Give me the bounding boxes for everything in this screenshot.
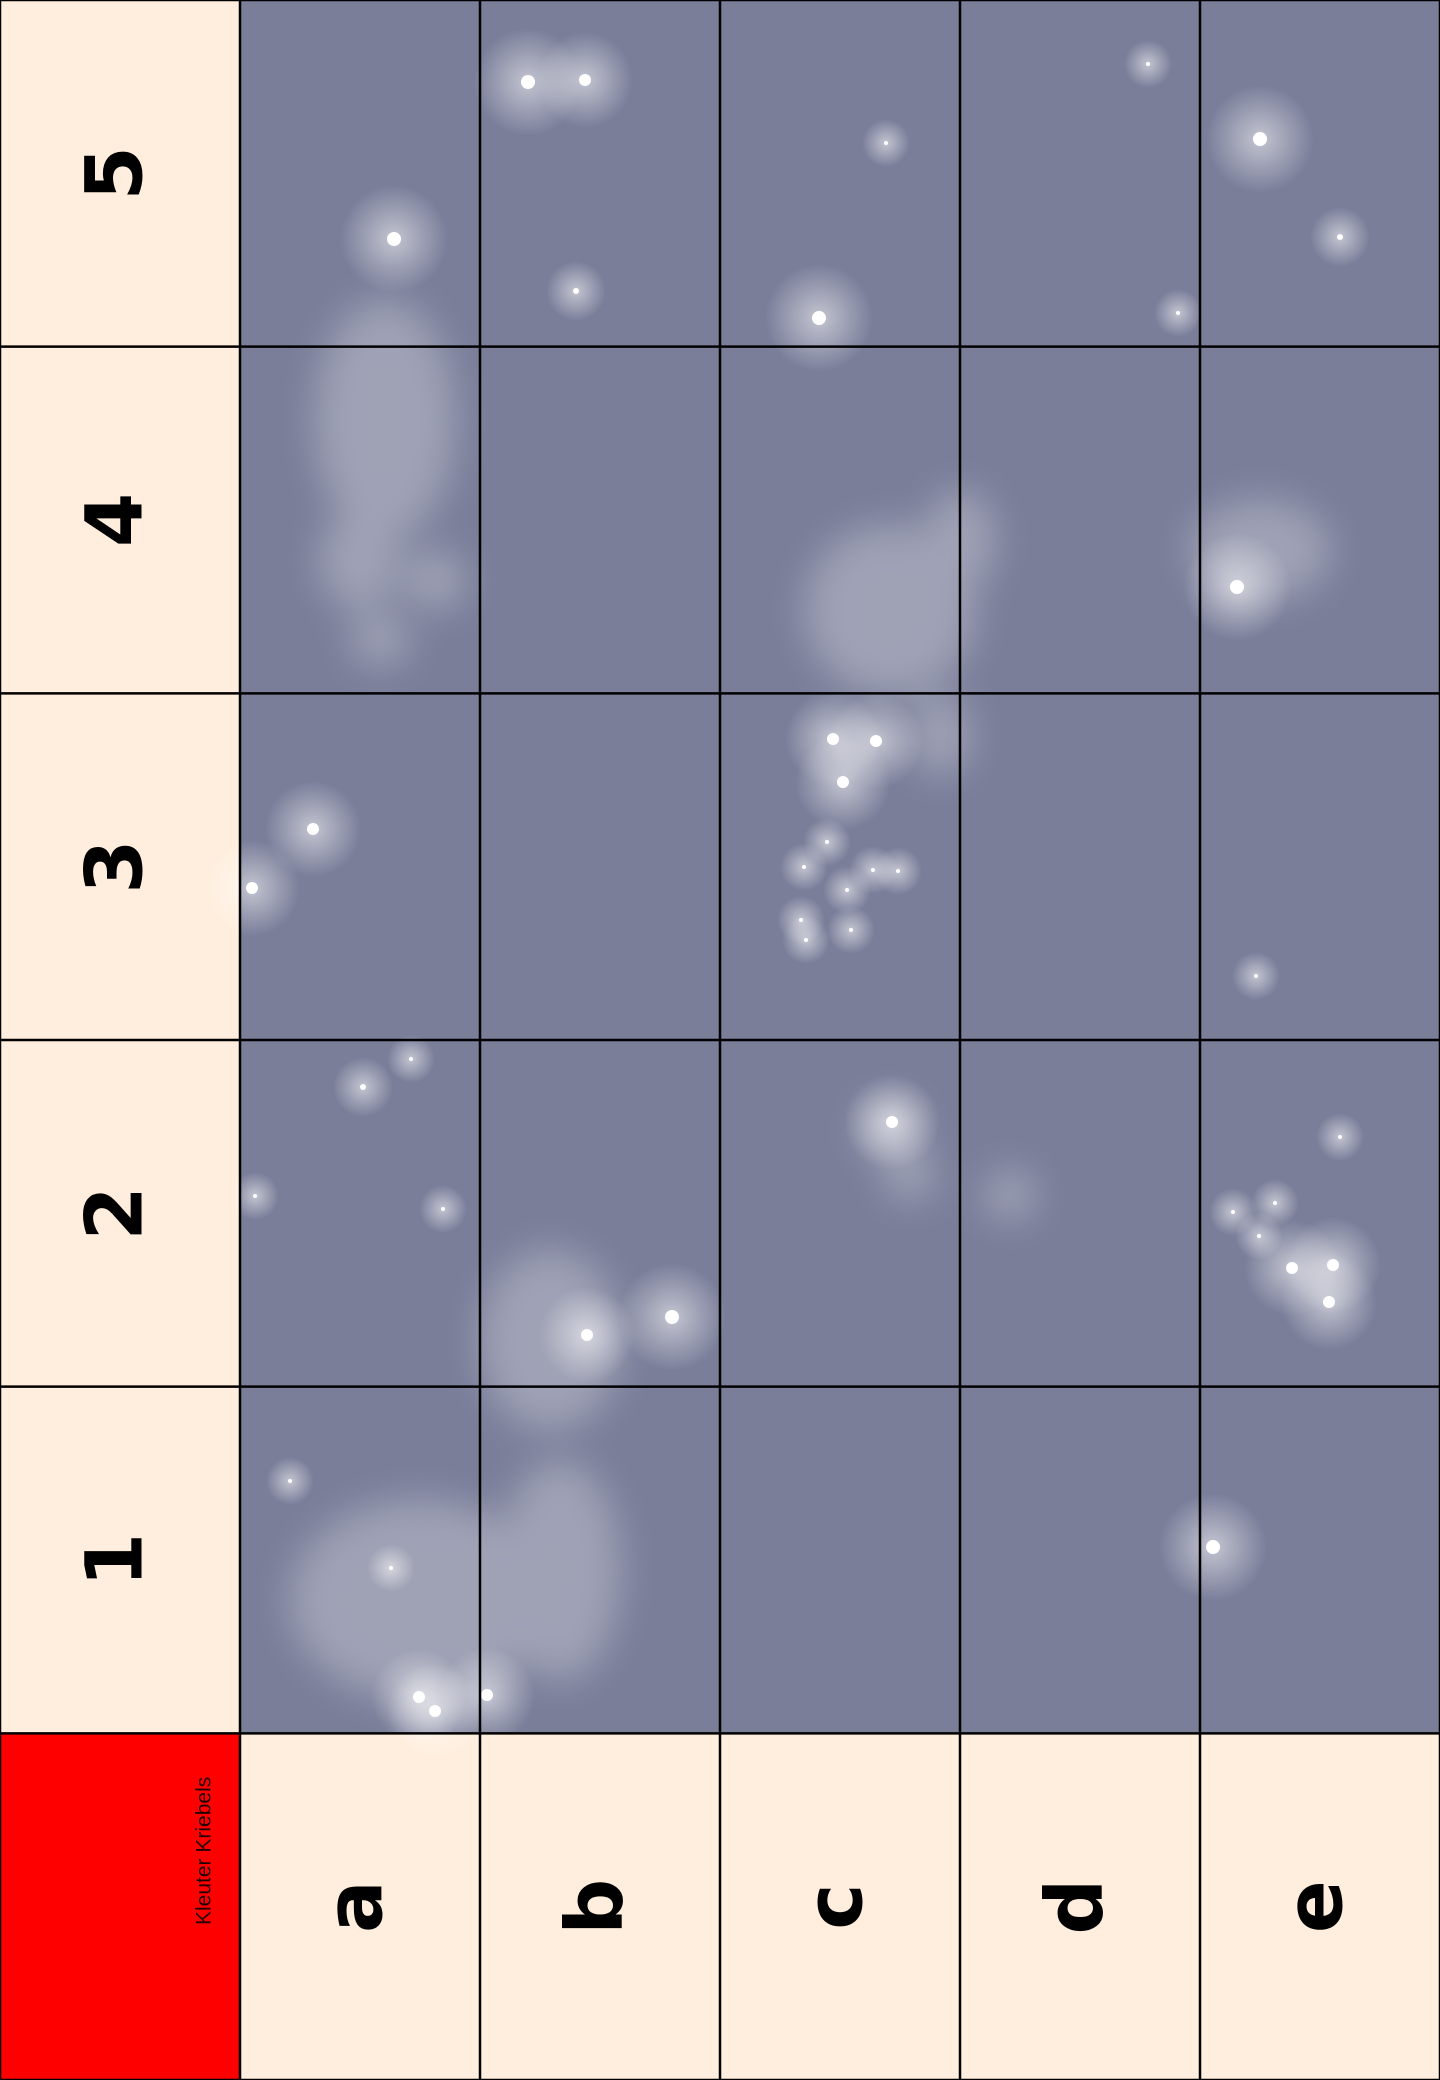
star — [246, 882, 258, 894]
star — [409, 1057, 413, 1061]
star — [253, 1194, 257, 1198]
star — [1230, 580, 1244, 594]
star — [1146, 62, 1150, 66]
star — [307, 823, 319, 835]
row-label: 2 — [70, 1186, 160, 1240]
star — [825, 840, 829, 844]
star — [1337, 234, 1343, 240]
star — [288, 1479, 292, 1483]
star — [884, 141, 888, 145]
star — [837, 776, 849, 788]
star — [896, 869, 900, 873]
row-label-column — [0, 0, 240, 1734]
star — [387, 232, 401, 246]
star — [886, 1116, 898, 1128]
column-label: a — [310, 1880, 400, 1933]
star — [1338, 1135, 1342, 1139]
column-label-row — [240, 1733, 1440, 2080]
star — [1231, 1210, 1235, 1214]
corner-cell — [0, 1733, 240, 2080]
star — [1206, 1540, 1220, 1554]
star — [521, 75, 535, 89]
star — [1176, 311, 1180, 315]
star — [804, 938, 808, 942]
star — [581, 1329, 593, 1341]
star — [360, 1084, 366, 1090]
star — [1323, 1296, 1335, 1308]
star — [849, 928, 853, 932]
star — [429, 1705, 441, 1717]
star — [389, 1566, 393, 1570]
star — [579, 74, 591, 86]
star — [802, 865, 806, 869]
star — [441, 1207, 445, 1211]
stars — [204, 28, 1381, 1759]
star — [812, 311, 826, 325]
star — [845, 888, 849, 892]
row-label: 4 — [70, 493, 160, 547]
star — [481, 1689, 493, 1701]
column-label: e — [1270, 1880, 1360, 1933]
star — [665, 1310, 679, 1324]
column-label: b — [550, 1879, 640, 1935]
column-label: d — [1030, 1879, 1120, 1935]
star — [1257, 1234, 1261, 1238]
column-label: c — [790, 1884, 880, 1930]
star — [870, 735, 882, 747]
corner-label: Kleuter Kriebels — [193, 1777, 216, 1925]
star — [1253, 132, 1267, 146]
star — [1254, 974, 1258, 978]
row-label: 1 — [70, 1533, 160, 1587]
star — [573, 288, 579, 294]
labels: 5 4 3 2 1 a b c d e Kleuter Kriebels — [70, 146, 1360, 1934]
row-label: 3 — [70, 840, 160, 894]
row-label: 5 — [70, 146, 160, 200]
star — [1273, 1201, 1277, 1205]
